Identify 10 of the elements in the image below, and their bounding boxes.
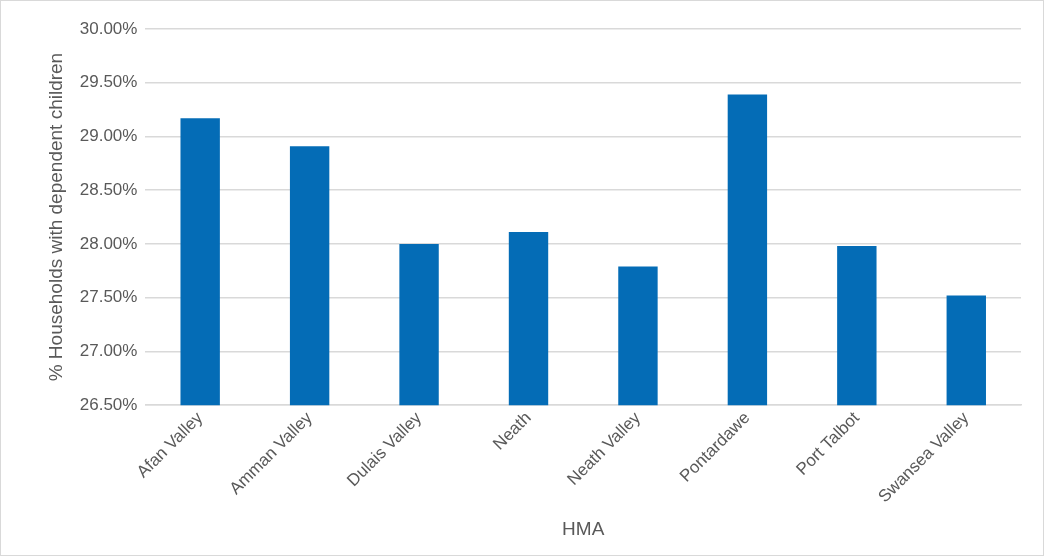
x-axis-title: HMA: [562, 517, 605, 539]
y-axis-title: % Households with dependent children: [44, 52, 66, 382]
y-tick-label: 29.00%: [79, 126, 138, 146]
y-tick-label: 30.00%: [79, 18, 138, 38]
y-tick-label: 29.50%: [79, 72, 138, 92]
y-tick-label: 28.50%: [79, 179, 138, 199]
y-tick-label: 26.50%: [79, 394, 138, 414]
y-tick-label: 28.00%: [79, 233, 138, 253]
y-tick-label: 27.00%: [79, 341, 138, 361]
y-tick-label: 27.50%: [79, 287, 138, 307]
